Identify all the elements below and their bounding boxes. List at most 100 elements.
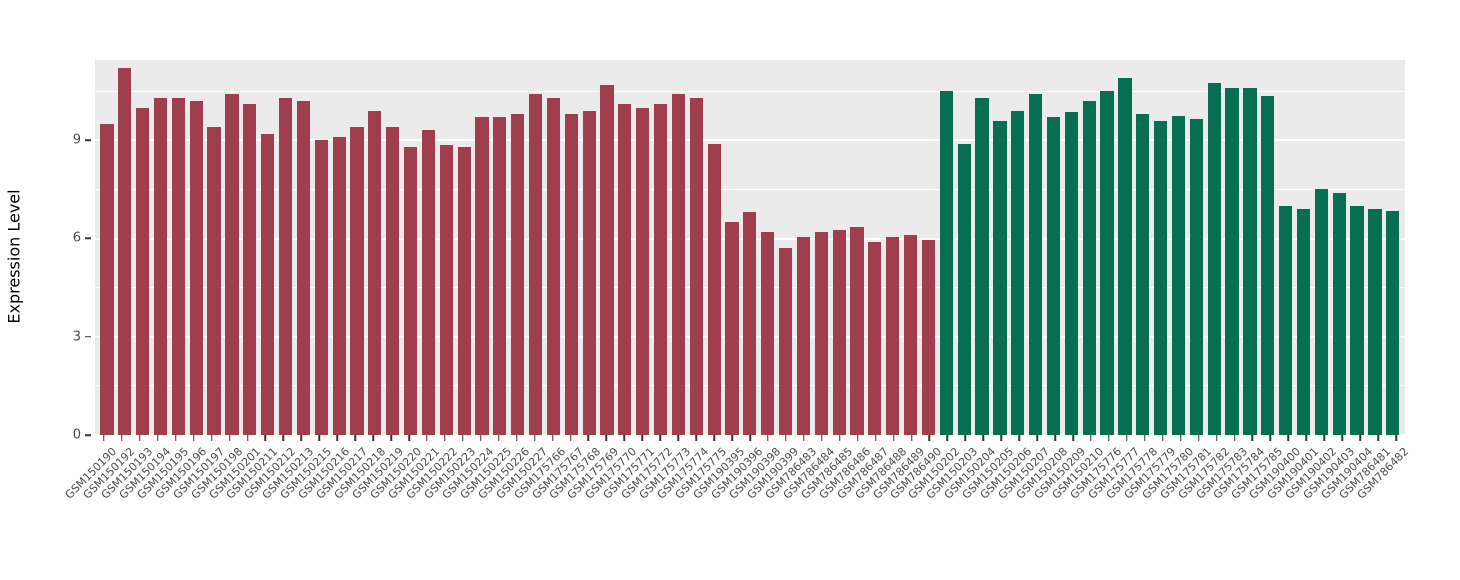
y-tick-mark bbox=[85, 434, 91, 436]
x-tick-mark bbox=[946, 435, 949, 441]
x-tick-mark bbox=[1072, 435, 1074, 441]
x-tick-mark bbox=[533, 435, 536, 441]
bar-slot bbox=[1027, 60, 1045, 435]
x-tick-mark bbox=[1000, 435, 1002, 441]
bar bbox=[939, 91, 953, 435]
bar-slot bbox=[544, 60, 562, 435]
x-tick-mark bbox=[982, 435, 985, 441]
gridline-minor bbox=[95, 90, 1405, 92]
bar-slot bbox=[723, 60, 741, 435]
x-tick-mark bbox=[964, 435, 967, 441]
bar-slot bbox=[384, 60, 402, 435]
bar-slot bbox=[259, 60, 277, 435]
bar-slot bbox=[348, 60, 366, 435]
bar bbox=[243, 104, 257, 435]
x-tick-mark bbox=[462, 435, 464, 441]
bar-slot bbox=[116, 60, 134, 435]
x-tick-mark bbox=[1287, 435, 1290, 441]
bar bbox=[314, 140, 328, 435]
bar-slot bbox=[1187, 60, 1205, 435]
bar-slot bbox=[1080, 60, 1098, 435]
x-tick-mark bbox=[856, 435, 859, 441]
bar bbox=[1064, 112, 1078, 435]
bar-slot bbox=[884, 60, 902, 435]
x-tick-mark bbox=[264, 435, 267, 441]
x-tick-mark bbox=[785, 435, 787, 441]
plot-area bbox=[95, 60, 1405, 436]
x-tick-mark bbox=[246, 435, 249, 441]
bar-slot bbox=[402, 60, 420, 435]
gridline-minor bbox=[95, 188, 1405, 190]
x-tick-mark bbox=[803, 435, 805, 441]
x-tick-mark bbox=[569, 435, 572, 441]
bar-slot bbox=[777, 60, 795, 435]
bar bbox=[1243, 87, 1257, 435]
bar-slot bbox=[277, 60, 295, 435]
x-tick-mark bbox=[1197, 435, 1200, 441]
x-tick-mark bbox=[390, 435, 392, 441]
bar bbox=[528, 94, 543, 435]
bar bbox=[475, 117, 489, 435]
x-tick-mark bbox=[910, 435, 913, 441]
bar bbox=[1136, 114, 1150, 435]
bar bbox=[707, 143, 721, 435]
bar-slot bbox=[1295, 60, 1313, 435]
x-tick-mark bbox=[892, 435, 895, 441]
bar-slot bbox=[937, 60, 955, 435]
bar bbox=[421, 130, 435, 435]
bar bbox=[636, 107, 650, 435]
bar-slot bbox=[491, 60, 509, 435]
bar-slot bbox=[1062, 60, 1080, 435]
bar bbox=[350, 127, 364, 435]
bar-slot bbox=[973, 60, 991, 435]
bar-slot bbox=[1170, 60, 1188, 435]
bar-slot bbox=[1277, 60, 1295, 435]
bar bbox=[618, 104, 632, 435]
bar bbox=[1368, 209, 1382, 435]
x-tick-mark bbox=[641, 435, 644, 441]
x-tick-mark bbox=[1305, 435, 1308, 441]
bar-slot bbox=[795, 60, 813, 435]
bar bbox=[1046, 117, 1061, 435]
bar-slot bbox=[1223, 60, 1241, 435]
bar bbox=[778, 248, 793, 435]
x-tick-mark bbox=[1269, 435, 1272, 441]
y-tick-mark bbox=[85, 237, 91, 240]
x-tick-mark bbox=[426, 435, 428, 441]
x-tick-mark bbox=[1018, 435, 1020, 441]
bar bbox=[403, 146, 418, 435]
y-tick-label: 3 bbox=[72, 329, 81, 345]
bar-slot bbox=[134, 60, 152, 435]
bar bbox=[1386, 210, 1400, 435]
bar-slot bbox=[652, 60, 670, 435]
bar bbox=[850, 227, 864, 435]
x-tick-mark bbox=[1161, 435, 1164, 441]
bar bbox=[189, 100, 203, 435]
bar-slot bbox=[562, 60, 580, 435]
bar-slot bbox=[527, 60, 545, 435]
bar bbox=[1189, 118, 1203, 435]
x-tick-mark bbox=[551, 435, 554, 441]
x-tick-mark bbox=[605, 435, 608, 441]
x-tick-mark bbox=[228, 435, 231, 441]
y-tick-label: 0 bbox=[72, 427, 81, 443]
bar-slot bbox=[705, 60, 723, 435]
bar bbox=[725, 222, 739, 435]
y-tick-mark bbox=[85, 139, 91, 141]
bar-slot bbox=[955, 60, 973, 435]
x-tick-mark bbox=[1377, 435, 1379, 441]
bar bbox=[171, 97, 185, 435]
bar bbox=[957, 143, 971, 435]
bar bbox=[1011, 110, 1025, 435]
x-tick-mark bbox=[749, 435, 751, 441]
bar-slot bbox=[616, 60, 634, 435]
x-tick-mark bbox=[713, 435, 715, 441]
bar bbox=[796, 236, 811, 435]
x-tick-mark bbox=[1323, 435, 1325, 441]
bar bbox=[1225, 87, 1239, 435]
bar bbox=[743, 212, 757, 435]
bar-slot bbox=[1152, 60, 1170, 435]
bar bbox=[386, 127, 400, 435]
x-tick-mark bbox=[821, 435, 823, 441]
bar-slot bbox=[1116, 60, 1134, 435]
